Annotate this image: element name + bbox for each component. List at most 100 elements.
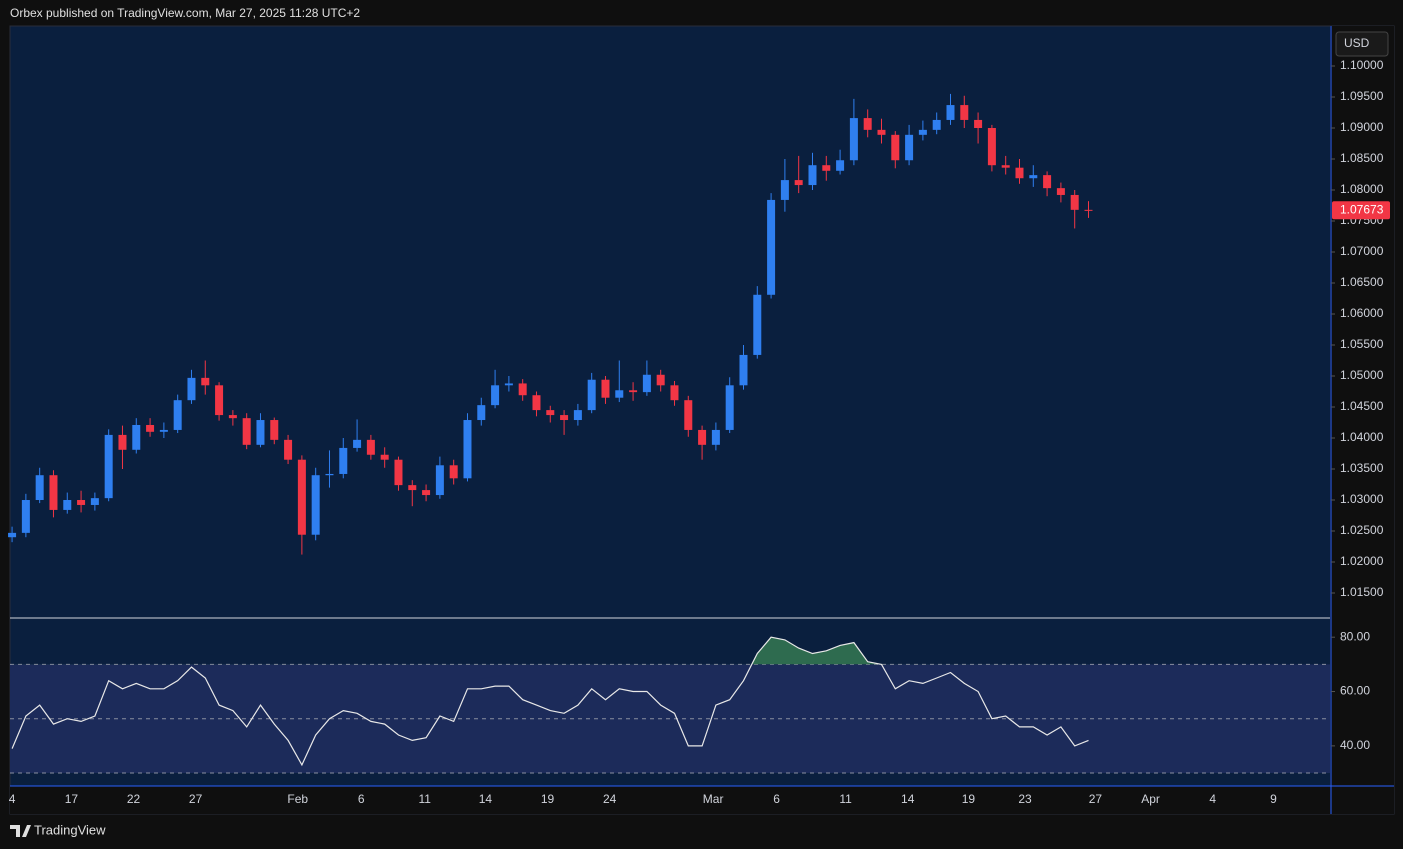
currency-button[interactable] <box>1335 31 1389 57</box>
x-tick-label: 11 <box>418 792 431 806</box>
candles <box>8 93 1093 555</box>
y-tick-label: 1.06500 <box>1340 275 1384 289</box>
price-axis <box>1330 26 1394 814</box>
currency[interactable]: USD <box>1344 36 1370 50</box>
candle-body <box>1070 194 1079 210</box>
candle-body <box>132 424 141 450</box>
y-tick-label: 1.07000 <box>1340 244 1384 258</box>
candle-body <box>711 429 720 445</box>
candle-body <box>822 165 831 171</box>
header: Orbex published on TradingView.com, Mar … <box>10 6 360 20</box>
candle-body <box>477 405 486 421</box>
tv-logo <box>10 825 31 837</box>
candle-body <box>297 459 306 535</box>
candle-body <box>270 420 279 440</box>
candle-body <box>670 385 679 401</box>
candle-body <box>587 379 596 411</box>
candle-body <box>242 418 251 445</box>
x-tick-label: 24 <box>603 792 617 806</box>
x-tick-label: 6 <box>773 792 780 806</box>
candle-body <box>877 129 886 135</box>
candle-body <box>187 377 196 401</box>
candle-body <box>449 465 458 479</box>
candle-body <box>780 180 789 200</box>
x-tick-label: 19 <box>541 792 555 806</box>
y-tick-label: 1.04000 <box>1340 430 1384 444</box>
candle-body <box>684 400 693 430</box>
candle-body <box>325 473 334 476</box>
candle-body <box>946 105 955 120</box>
y-tick-label: 80.00 <box>1340 629 1370 643</box>
candle-body <box>256 420 265 445</box>
x-tick-label: 11 <box>839 792 852 806</box>
x-tick-label: 4 <box>1209 792 1216 806</box>
y-tick-label: 1.05500 <box>1340 337 1384 351</box>
candle-body <box>739 354 748 386</box>
candle-body <box>753 294 762 355</box>
x-tick-label: 14 <box>901 792 915 806</box>
x-tick-label: 27 <box>189 792 203 806</box>
candle-body <box>215 385 224 416</box>
candle-body <box>366 439 375 455</box>
x-tick-label: 9 <box>1270 792 1277 806</box>
footer: TradingView <box>34 822 106 837</box>
x-tick-label: 6 <box>358 792 365 806</box>
candle-body <box>1015 167 1024 179</box>
candle-body <box>836 160 845 171</box>
x-tick-label: Feb <box>287 792 308 806</box>
candle-body <box>504 383 513 386</box>
candle-body <box>518 383 527 396</box>
candle-body <box>49 475 58 510</box>
y-tick-label: 1.08000 <box>1340 182 1384 196</box>
rsi-line <box>11 636 1089 767</box>
candle-body <box>8 532 17 538</box>
candle-body <box>698 429 707 445</box>
x-tick-label: 23 <box>1018 792 1032 806</box>
x-tick-label: 27 <box>1089 792 1103 806</box>
x-tick-label: 17 <box>65 792 79 806</box>
candle-body <box>463 420 472 479</box>
candle-body <box>987 128 996 166</box>
candle-body <box>63 500 72 510</box>
candle-body <box>656 374 665 386</box>
y-tick-label: 1.09000 <box>1340 120 1384 134</box>
candle-body <box>104 434 113 499</box>
y-tick-label: 1.02500 <box>1340 523 1384 537</box>
candle-body <box>408 485 417 491</box>
x-tick-label: 22 <box>127 792 141 806</box>
candle-body <box>394 459 403 486</box>
candle-body <box>794 180 803 186</box>
candle-body <box>918 129 927 135</box>
x-tick-label: 19 <box>962 792 976 806</box>
candle-body <box>808 165 817 186</box>
x-tick-label: Apr <box>1141 792 1160 806</box>
y-tick-label: 1.03000 <box>1340 492 1384 506</box>
last-price-label: 1.07673 <box>1340 202 1384 216</box>
candle-body <box>35 475 44 501</box>
candle-body <box>491 385 500 406</box>
y-tick-label: 40.00 <box>1340 738 1370 752</box>
candle-body <box>1056 188 1065 195</box>
candle-body <box>228 415 237 419</box>
candle-body <box>311 475 320 535</box>
candle-body <box>601 379 610 398</box>
y-tick-label: 1.10000 <box>1340 58 1384 72</box>
candle-body <box>642 374 651 393</box>
candle-body <box>201 377 210 386</box>
candle-body <box>560 415 569 421</box>
candle-body <box>173 400 182 430</box>
candle-body <box>1001 165 1010 168</box>
y-tick-label: 1.01500 <box>1340 585 1384 599</box>
candle-body <box>532 395 541 411</box>
candle-body <box>546 410 555 416</box>
time-axis <box>10 786 1330 814</box>
y-tick-label: 1.06000 <box>1340 306 1384 320</box>
candle-body <box>725 385 734 430</box>
candle-body <box>960 105 969 120</box>
candle-body <box>573 410 582 421</box>
candle-body <box>891 134 900 161</box>
y-tick-label: 1.05000 <box>1340 368 1384 382</box>
x-tick-label: 4 <box>9 792 16 806</box>
candle-body <box>380 454 389 460</box>
y-tick-label: 1.08500 <box>1340 151 1384 165</box>
